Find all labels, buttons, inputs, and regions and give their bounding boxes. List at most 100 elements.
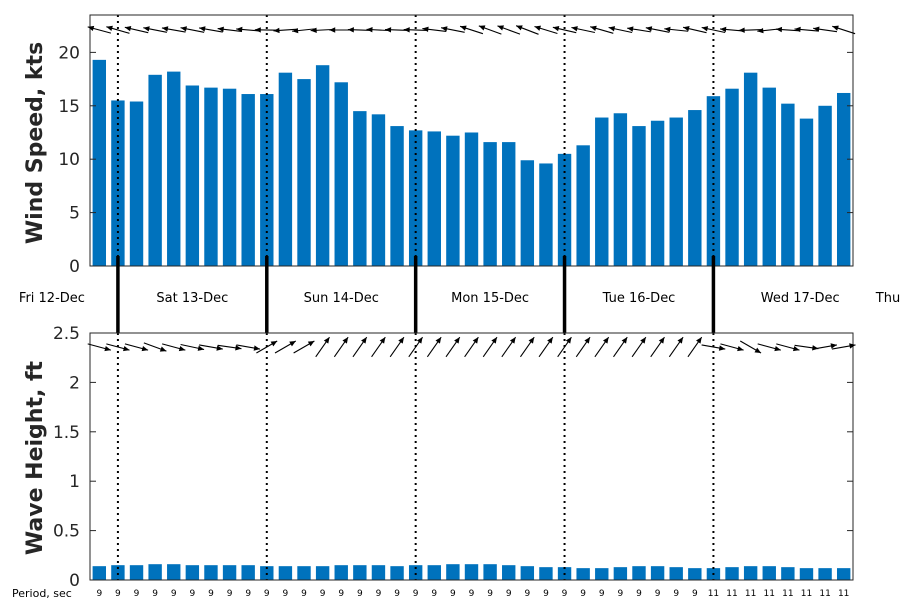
direction-arrow-0-17 — [403, 27, 428, 33]
bar-0-30 — [650, 120, 665, 267]
period-value-7: 9 — [227, 589, 233, 599]
period-value-31: 9 — [673, 589, 679, 599]
period-value-29: 9 — [636, 589, 642, 599]
period-value-38: 11 — [801, 589, 812, 599]
ytick-label-0-1: 5 — [69, 204, 80, 224]
bar-0-37 — [781, 103, 795, 266]
direction-arrow-0-34 — [720, 26, 745, 33]
direction-arrow-1-27 — [594, 336, 610, 358]
direction-arrow-0-29 — [627, 26, 651, 33]
wind-speed-axis-label: Wind Speed, kts — [23, 42, 48, 244]
bar-0-32 — [688, 110, 702, 267]
direction-arrow-1-25 — [557, 336, 572, 358]
direction-arrow-1-20 — [464, 336, 479, 358]
direction-arrow-0-26 — [571, 26, 596, 34]
period-value-21: 9 — [487, 589, 493, 599]
bar-0-16 — [390, 126, 404, 267]
bar-1-1 — [111, 565, 125, 580]
direction-arrow-1-31 — [668, 336, 684, 358]
direction-arrow-0-32 — [683, 26, 707, 34]
direction-arrow-0-14 — [347, 27, 372, 33]
bar-0-24 — [539, 163, 553, 266]
bar-1-5 — [185, 565, 200, 580]
bar-0-2 — [129, 101, 144, 266]
bar-0-25 — [557, 153, 572, 266]
day-labels-band: Fri 12-Dec Sat 13-Dec Sun 14-Dec Mon 15-Dec… — [19, 256, 900, 333]
direction-arrow-0-21 — [478, 25, 502, 35]
direction-arrow-1-5 — [180, 343, 205, 351]
period-row-label: Period, sec — [12, 587, 72, 600]
direction-arrow-1-37 — [776, 343, 800, 352]
bar-1-34 — [725, 567, 739, 580]
bar-1-40 — [836, 568, 851, 580]
direction-arrow-0-4 — [161, 26, 186, 33]
direction-arrow-1-33 — [701, 344, 726, 351]
period-value-15: 9 — [376, 589, 382, 599]
direction-arrow-1-12 — [315, 336, 330, 358]
period-value-39: 11 — [819, 589, 830, 599]
direction-arrow-1-13 — [333, 336, 349, 358]
period-value-23: 9 — [524, 589, 530, 599]
bar-1-10 — [278, 566, 293, 580]
bar-0-4 — [167, 71, 181, 266]
direction-arrow-1-6 — [199, 344, 223, 351]
bar-0-3 — [148, 74, 162, 266]
wave-height-axis-label: Wave Height, ft — [23, 360, 48, 555]
period-value-26: 9 — [580, 589, 586, 599]
direction-arrow-0-28 — [608, 26, 633, 34]
period-value-17: 9 — [413, 589, 419, 599]
bar-0-11 — [297, 79, 311, 266]
bar-0-0 — [92, 59, 107, 266]
direction-arrow-0-11 — [292, 27, 317, 34]
bar-0-40 — [836, 92, 851, 266]
bar-0-17 — [408, 130, 423, 266]
direction-arrow-0-33 — [701, 26, 726, 34]
direction-arrow-0-2 — [124, 26, 149, 34]
direction-arrow-1-22 — [501, 336, 517, 358]
direction-arrow-0-1 — [106, 25, 130, 34]
period-row: Period, sec 9 9 9 9 9 9 9 9 9 9 9 9 9 9 9 9 9 9 9 9 9 9 9 9 9 9 9 9… — [12, 587, 849, 600]
direction-arrow-0-37 — [775, 26, 800, 33]
direction-arrow-0-27 — [590, 25, 614, 34]
direction-arrow-1-24 — [538, 336, 554, 358]
bar-0-23 — [520, 160, 535, 266]
period-value-9: 9 — [264, 589, 270, 599]
bar-0-34 — [725, 88, 739, 266]
direction-arrow-0-25 — [552, 26, 577, 34]
direction-arrow-1-17 — [408, 336, 424, 358]
direction-arrow-0-18 — [422, 26, 447, 33]
period-value-25: 9 — [562, 589, 568, 599]
period-value-14: 9 — [357, 589, 363, 599]
ytick-label-1-5: 2.5 — [53, 324, 80, 344]
direction-arrow-1-29 — [631, 336, 647, 358]
bar-1-20 — [464, 564, 479, 580]
direction-arrow-0-24 — [534, 25, 558, 35]
direction-arrow-1-30 — [650, 336, 665, 358]
direction-arrow-1-4 — [162, 343, 186, 352]
bar-1-30 — [650, 566, 665, 580]
direction-arrow-1-21 — [482, 336, 498, 358]
bar-1-8 — [241, 565, 255, 580]
period-value-8: 9 — [245, 589, 251, 599]
direction-arrow-1-28 — [613, 336, 628, 358]
ytick-label-1-4: 2 — [69, 373, 80, 393]
period-value-11: 9 — [301, 589, 307, 599]
bar-1-7 — [222, 565, 237, 580]
bar-0-13 — [334, 82, 348, 266]
bar-1-14 — [353, 565, 367, 580]
direction-arrow-0-22 — [497, 25, 521, 35]
ytick-label-1-0: 0 — [69, 571, 80, 591]
direction-arrow-0-6 — [199, 26, 223, 33]
bar-0-12 — [315, 65, 330, 266]
bar-1-26 — [576, 568, 590, 580]
direction-arrow-1-19 — [445, 336, 461, 358]
bar-1-39 — [818, 568, 832, 580]
bar-0-14 — [353, 111, 367, 267]
direction-arrow-1-3 — [143, 342, 167, 352]
bar-0-38 — [799, 118, 814, 267]
bar-1-6 — [204, 565, 218, 580]
direction-arrow-1-7 — [217, 344, 242, 351]
period-value-1: 9 — [115, 589, 121, 599]
wind-speed-panel: Wind Speed, kts 0 5 10 15 20 — [23, 14, 856, 277]
direction-arrow-1-11 — [293, 340, 315, 354]
